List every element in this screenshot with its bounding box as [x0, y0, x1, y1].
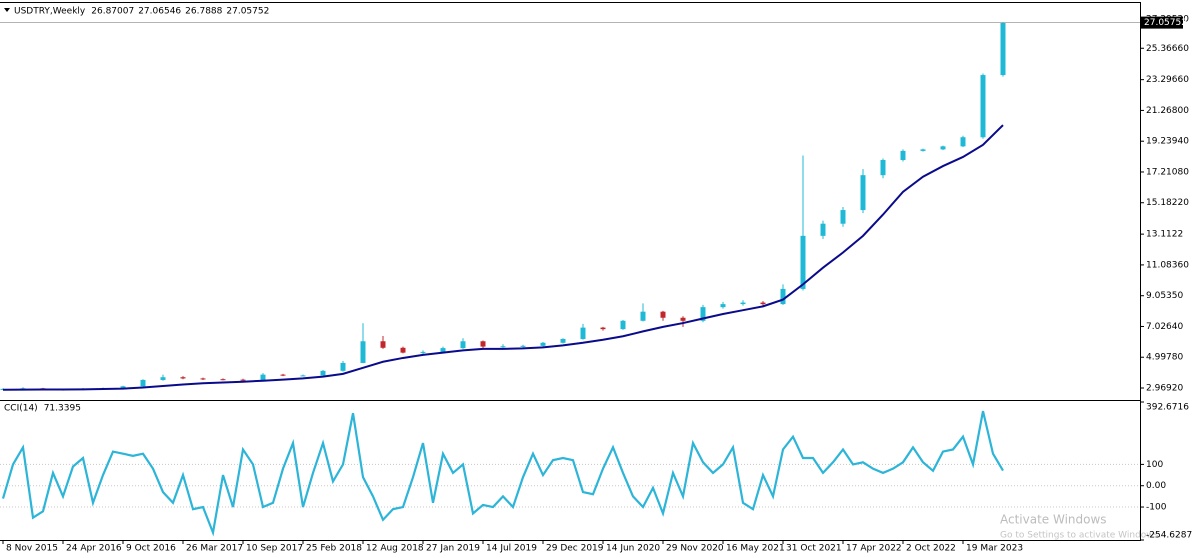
- candle-body: [720, 304, 726, 308]
- candle-body: [320, 370, 326, 376]
- candle-body: [640, 311, 646, 321]
- moving-average: [2, 124, 1004, 391]
- x-tick-label: 25 Feb 2018: [306, 544, 362, 554]
- header-value: 26.87007: [91, 7, 134, 17]
- candle-body: [380, 341, 386, 348]
- watermark-title: Activate Windows: [1000, 513, 1107, 527]
- candle-body: [220, 379, 226, 381]
- y-tick-label: 21.26800: [1146, 106, 1189, 116]
- x-tick-label: 31 Oct 2021: [786, 544, 842, 554]
- menu-arrow[interactable]: [4, 8, 10, 12]
- candle-body: [560, 338, 566, 343]
- x-tick-label: 27 Jan 2019: [426, 544, 480, 554]
- y-tick-label: 23.29660: [1146, 75, 1189, 85]
- last-price-label: 27.05752: [1144, 18, 1187, 28]
- candle-body: [400, 347, 406, 353]
- header-value: 27.06546: [138, 7, 181, 17]
- x-tick-label: 16 May 2021: [726, 544, 785, 554]
- candle-body: [440, 348, 446, 352]
- candle-body: [940, 146, 946, 150]
- candle-body: [660, 311, 666, 318]
- candle-body: [180, 377, 186, 379]
- x-tick-label: 29 Dec 2019: [546, 544, 604, 554]
- header-value: 71.3395: [44, 404, 81, 414]
- candle-body: [620, 320, 626, 330]
- y-tick-label: 15.18220: [1146, 198, 1189, 208]
- candle-body: [600, 327, 606, 330]
- x-tick-label: 12 Aug 2018: [366, 544, 424, 554]
- candle-body: [920, 149, 926, 151]
- x-tick-label: 10 Sep 2017: [246, 544, 303, 554]
- candle-body: [120, 386, 126, 389]
- candle-body: [780, 288, 786, 305]
- indicator-line: [1, 410, 1004, 537]
- header-value: 26.7888: [185, 7, 222, 17]
- y-tick-label: 13.1122: [1146, 230, 1183, 240]
- watermark-subtitle: Go to Settings to activate Windows.: [1000, 531, 1161, 541]
- y-tick-label: 392.6716: [1146, 403, 1189, 413]
- candle-body: [880, 159, 886, 176]
- candle-body: [500, 346, 506, 348]
- header-value: 27.05752: [226, 7, 269, 17]
- indicator-title: CCI(14): [4, 404, 38, 414]
- x-tick-label: 29 Nov 2020: [666, 544, 724, 554]
- candle-body: [740, 302, 746, 305]
- candle-body: [700, 307, 706, 321]
- candle-body: [260, 374, 266, 380]
- candle-body: [340, 362, 346, 371]
- y-tick-label: -100: [1146, 503, 1167, 513]
- candle-body: [900, 150, 906, 160]
- candle-body: [300, 375, 306, 377]
- candle-body: [540, 342, 546, 346]
- candle-body: [240, 379, 246, 381]
- candle-body: [1000, 22, 1006, 76]
- candle-body: [520, 345, 526, 347]
- x-tick-label: 2 Oct 2022: [906, 544, 956, 554]
- x-tick-label: 8 Nov 2015: [6, 544, 58, 554]
- candle-body: [420, 351, 426, 353]
- candle-body: [800, 235, 806, 289]
- candle-body: [580, 327, 586, 339]
- candle-body: [820, 223, 826, 236]
- y-tick-label: 7.02640: [1146, 322, 1183, 332]
- y-tick-label: 0.00: [1146, 481, 1166, 491]
- y-tick-label: 19.23940: [1146, 137, 1189, 147]
- candle-body: [840, 210, 846, 224]
- last-price-box: [1141, 16, 1183, 29]
- y-tick-label: 17.21080: [1146, 167, 1189, 177]
- y-tick-label: 2.96920: [1146, 383, 1183, 393]
- candle-body: [200, 378, 206, 380]
- candle-body: [680, 317, 686, 321]
- candle-body: [980, 75, 986, 138]
- candle-body: [760, 302, 766, 305]
- candle-body: [860, 175, 866, 211]
- candle-body: [160, 377, 166, 380]
- candle-body: [360, 341, 366, 363]
- x-tick-label: 17 Apr 2022: [846, 544, 902, 554]
- y-tick-label: 100: [1146, 460, 1163, 470]
- x-tick-label: 9 Oct 2016: [126, 544, 176, 554]
- y-tick-label: 11.08360: [1146, 260, 1189, 270]
- x-tick-label: 14 Jun 2020: [606, 544, 660, 554]
- candle-body: [140, 379, 146, 387]
- x-tick-label: 24 Apr 2016: [66, 544, 122, 554]
- y-tick-label: 25.36660: [1146, 44, 1189, 54]
- candle-body: [460, 341, 466, 349]
- candle-body: [960, 137, 966, 147]
- symbol-title: USDTRY,Weekly: [14, 7, 86, 17]
- y-tick-label: 4.99780: [1146, 353, 1183, 363]
- candle-body: [480, 341, 486, 347]
- x-tick-label: 19 Mar 2023: [966, 544, 1023, 554]
- x-tick-label: 26 Mar 2017: [186, 544, 243, 554]
- x-tick-label: 14 Jul 2019: [486, 544, 537, 554]
- y-tick-label: -254.6287: [1146, 531, 1192, 541]
- candle-body: [280, 374, 286, 376]
- y-tick-label: 9.05350: [1146, 291, 1183, 301]
